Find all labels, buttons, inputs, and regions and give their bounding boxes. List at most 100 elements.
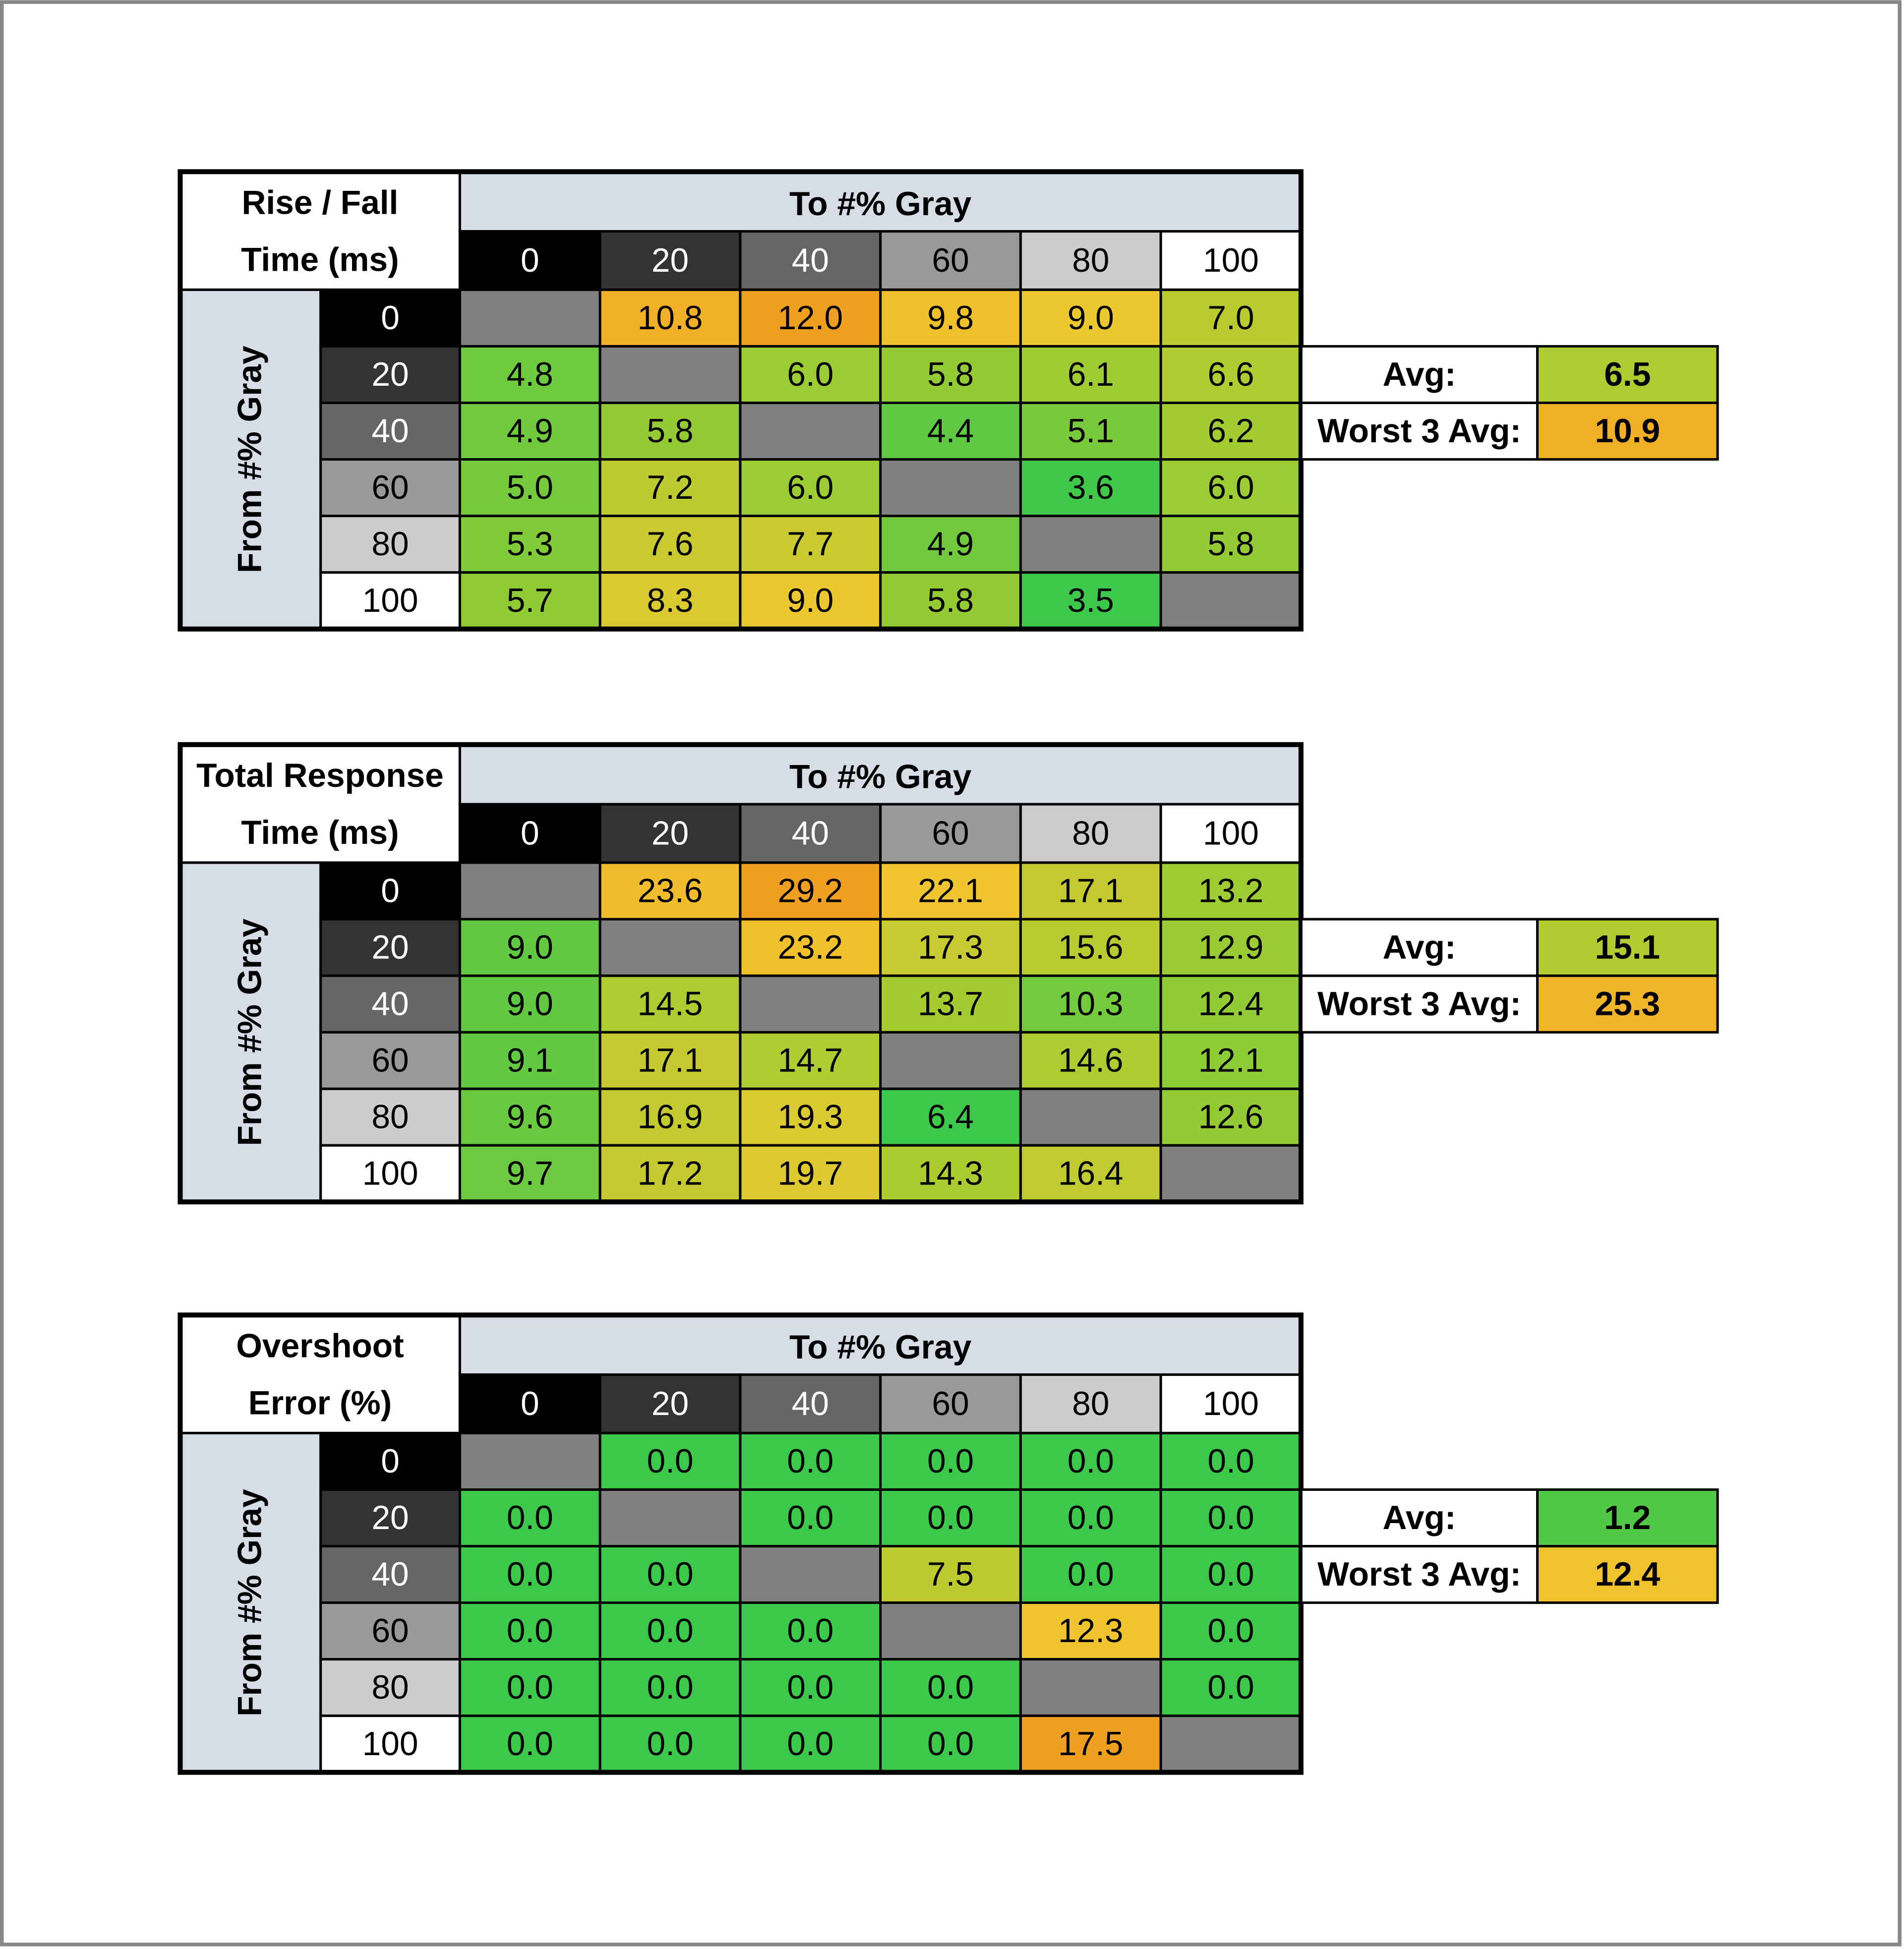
data-cell (458, 1087, 601, 1147)
cell-value: 17.5 (1058, 1725, 1124, 1763)
to-label: To #% Gray (789, 758, 972, 795)
summary-label: Worst 3 Avg: (1317, 413, 1521, 450)
column-header: 40 (792, 815, 829, 852)
row-header: 80 (371, 1669, 409, 1706)
summary-label-cell (1300, 918, 1539, 977)
column-header-cell (1159, 230, 1303, 291)
cell-value: 0.0 (927, 1669, 974, 1706)
data-cell (1159, 458, 1303, 518)
row-header: 60 (371, 1042, 409, 1079)
cell-value: 14.7 (777, 1042, 843, 1079)
column-header-cell (879, 803, 1022, 864)
cell-value: 13.7 (918, 986, 983, 1023)
cell-value: 9.8 (927, 299, 974, 337)
column-header-cell (1019, 230, 1162, 291)
column-header-cell (1019, 803, 1162, 864)
cell-value: 0.0 (507, 1499, 553, 1536)
data-cell (598, 974, 742, 1034)
cell-value: 6.0 (1207, 469, 1254, 506)
data-cell (739, 1488, 882, 1548)
cell-value: 0.0 (647, 1612, 693, 1650)
data-cell (1019, 1431, 1162, 1491)
column-header-cell (1019, 1373, 1162, 1434)
data-cell (739, 515, 882, 574)
cell-value: 5.8 (1207, 526, 1254, 563)
data-cell (458, 1431, 601, 1491)
summary-label: Worst 3 Avg: (1317, 1556, 1521, 1593)
row-header-cell (319, 1431, 461, 1491)
data-cell (879, 571, 1022, 631)
cell-value: 6.6 (1207, 356, 1254, 393)
cell-value: 0.0 (787, 1443, 833, 1480)
data-cell (1019, 288, 1162, 348)
row-header: 40 (371, 1556, 409, 1593)
row-header-cell (319, 1488, 461, 1548)
data-cell (598, 345, 742, 405)
from-label: From #% Gray (231, 346, 268, 573)
row-header: 60 (371, 469, 409, 506)
data-cell (1159, 861, 1303, 921)
cell-value: 7.7 (787, 526, 833, 563)
table: Total Response Time (ms) To #% Gray 0 20 40 60… (178, 742, 1719, 1205)
from-label: From #% Gray (231, 1489, 268, 1716)
data-cell (598, 1031, 742, 1090)
cell-value: 0.0 (647, 1669, 693, 1706)
summary-label-cell (1300, 974, 1539, 1034)
row-header: 100 (362, 1725, 418, 1763)
data-cell (1159, 1144, 1303, 1203)
data-cell (739, 861, 882, 921)
data-cell (1159, 401, 1303, 461)
cell-value: 17.1 (638, 1042, 703, 1079)
table-title: Rise / Fall (242, 184, 399, 221)
data-cell (598, 515, 742, 574)
column-header: 100 (1203, 815, 1259, 852)
data-cell (458, 1658, 601, 1717)
cell-value: 5.7 (507, 582, 553, 619)
data-cell (879, 1087, 1022, 1147)
data-cell (879, 458, 1022, 518)
from-label: From #% Gray (231, 918, 268, 1146)
cell-value: 14.3 (918, 1155, 983, 1192)
data-cell (1019, 401, 1162, 461)
row-header-cell (319, 515, 461, 574)
data-cell (598, 918, 742, 977)
cell-value: 23.6 (638, 872, 703, 909)
row-header: 20 (371, 356, 409, 393)
data-cell (739, 571, 882, 631)
cell-value: 7.6 (647, 526, 693, 563)
cell-value: 7.5 (927, 1556, 974, 1593)
cell-value: 22.1 (918, 872, 983, 909)
column-header-cell (1159, 1373, 1303, 1434)
summary-label-cell (1300, 401, 1539, 461)
cell-value: 5.8 (647, 413, 693, 450)
cell-value: 4.8 (507, 356, 553, 393)
summary-value-cell (1536, 1488, 1719, 1548)
data-cell (1159, 345, 1303, 405)
cell-value: 0.0 (507, 1725, 553, 1763)
data-cell (458, 458, 601, 518)
cell-value: 12.4 (1198, 986, 1264, 1023)
row-header: 60 (371, 1612, 409, 1650)
cell-value: 0.0 (1207, 1556, 1254, 1593)
cell-value: 15.6 (1058, 929, 1124, 966)
column-header-cell (598, 1373, 742, 1434)
summary-label-cell (1300, 1544, 1539, 1604)
data-cell (1159, 1714, 1303, 1774)
cell-value: 0.0 (927, 1443, 974, 1480)
data-cell (1019, 515, 1162, 574)
cell-value: 14.6 (1058, 1042, 1124, 1079)
column-header: 20 (652, 242, 689, 279)
cell-value: 5.8 (927, 356, 974, 393)
summary-label: Worst 3 Avg: (1317, 986, 1521, 1023)
cell-value: 17.2 (638, 1155, 703, 1192)
data-cell (739, 345, 882, 405)
cell-value: 12.6 (1198, 1099, 1264, 1136)
data-cell (1019, 1087, 1162, 1147)
row-header: 80 (371, 1099, 409, 1136)
cell-value: 16.4 (1058, 1155, 1124, 1192)
summary-value-cell (1536, 345, 1719, 405)
row-header: 0 (381, 1443, 400, 1480)
data-cell (739, 1144, 882, 1203)
